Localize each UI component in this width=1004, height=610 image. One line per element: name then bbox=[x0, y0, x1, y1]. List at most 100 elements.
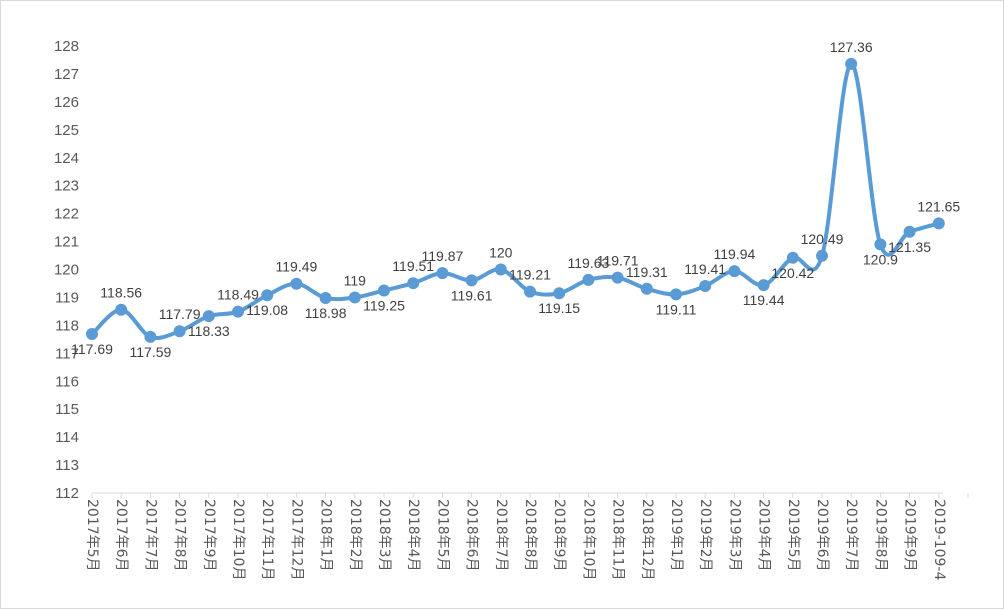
data-label: 119.41 bbox=[684, 261, 726, 277]
data-point bbox=[553, 287, 566, 300]
x-tick-label: 2019年1月 bbox=[668, 499, 684, 572]
y-tick-label: 127 bbox=[54, 66, 79, 83]
x-tick-label: 2018年11月 bbox=[610, 499, 626, 580]
x-tick-label: 2018年3月 bbox=[376, 499, 392, 572]
y-tick-label: 123 bbox=[54, 178, 79, 195]
y-tick-label: 124 bbox=[54, 150, 79, 167]
series-layer bbox=[86, 57, 945, 343]
data-point bbox=[348, 291, 361, 304]
data-label: 119.87 bbox=[422, 248, 464, 264]
x-tick-labels: 2017年5月 2017年6月 2017年7月 2017年8月 2017年9月 2017年… bbox=[84, 499, 947, 580]
y-tick-label: 116 bbox=[55, 373, 79, 390]
data-label: 120.42 bbox=[771, 265, 814, 281]
data-point bbox=[640, 282, 653, 295]
data-label: 127.36 bbox=[830, 39, 873, 55]
data-point bbox=[261, 289, 274, 302]
data-point bbox=[144, 330, 157, 343]
x-tick-label: 2017年12月 bbox=[288, 499, 304, 580]
x-tick-label: 2018年10月 bbox=[580, 499, 596, 580]
data-point bbox=[407, 277, 420, 290]
x-tick-label: 2018年7月 bbox=[493, 499, 509, 572]
data-label: 118.98 bbox=[305, 305, 347, 321]
x-tick-label: 2019年9月 bbox=[902, 499, 918, 572]
data-point bbox=[728, 265, 741, 278]
x-tick-label: 2017年6月 bbox=[113, 499, 129, 572]
x-tick-label: 2018年2月 bbox=[347, 499, 363, 572]
y-tick-label: 118 bbox=[55, 317, 79, 334]
data-label: 119.08 bbox=[246, 302, 288, 318]
data-point bbox=[378, 284, 390, 297]
y-tick-label: 112 bbox=[55, 485, 79, 502]
y-tick-label: 119 bbox=[55, 289, 79, 306]
data-label: 121.35 bbox=[888, 239, 931, 255]
x-tick-label: 2017年10月 bbox=[230, 499, 246, 580]
data-label: 117.79 bbox=[159, 306, 201, 322]
data-point bbox=[436, 267, 449, 280]
x-tick-label: 2019年8月 bbox=[872, 499, 888, 572]
x-tick-label: 2019年7月 bbox=[843, 499, 859, 572]
data-point bbox=[115, 303, 128, 316]
data-label: 119.71 bbox=[597, 253, 639, 269]
data-label: 119.25 bbox=[363, 297, 405, 313]
data-label: 119.49 bbox=[276, 259, 318, 275]
data-point bbox=[670, 288, 682, 301]
data-label: 121.65 bbox=[917, 198, 960, 214]
data-point bbox=[524, 285, 536, 298]
data-label: 119.63 bbox=[568, 255, 610, 271]
x-tick-label: 2018年12月 bbox=[639, 499, 655, 580]
data-point bbox=[232, 305, 244, 318]
data-label: 119.51 bbox=[392, 258, 434, 274]
data-label: 119 bbox=[344, 272, 367, 288]
data-label: 118.49 bbox=[217, 287, 259, 303]
data-label: 118.33 bbox=[188, 323, 230, 339]
x-tick-label: 2018年5月 bbox=[434, 499, 450, 572]
data-point bbox=[903, 225, 916, 238]
y-tick-label: 122 bbox=[54, 206, 79, 223]
x-tick-label: 2017年7月 bbox=[142, 499, 158, 572]
y-tick-label: 113 bbox=[55, 457, 79, 474]
data-point bbox=[86, 328, 98, 341]
x-tick-label: 2017年5月 bbox=[84, 499, 100, 572]
data-label: 117.69 bbox=[71, 341, 113, 357]
y-tick-label: 126 bbox=[54, 94, 79, 111]
data-label: 119.61 bbox=[451, 287, 493, 303]
y-tick-label: 114 bbox=[55, 429, 79, 446]
x-tick-label: 2019年3月 bbox=[726, 499, 742, 572]
data-point bbox=[173, 325, 186, 338]
x-tick-label: 2018年8月 bbox=[522, 499, 538, 572]
data-label: 120 bbox=[489, 245, 513, 261]
data-point bbox=[319, 291, 332, 304]
data-point bbox=[202, 310, 215, 323]
data-label: 119.11 bbox=[656, 301, 697, 317]
y-tick-label: 115 bbox=[55, 401, 79, 418]
data-point bbox=[757, 279, 770, 292]
x-tick-label: 2018年9月 bbox=[551, 499, 567, 572]
data-point bbox=[845, 57, 858, 70]
data-label: 118.56 bbox=[100, 285, 142, 301]
x-tick-label: 2019年5月 bbox=[785, 499, 801, 572]
y-tick-labels: 112 113 114 115 116 117 118 119 120 121 122 123 124 1… bbox=[54, 38, 79, 502]
data-point bbox=[582, 273, 595, 286]
x-tick-label: 2017年11月 bbox=[259, 499, 275, 580]
x-tick-label: 2018年1月 bbox=[318, 499, 334, 572]
y-tick-label: 117 bbox=[55, 345, 79, 362]
data-point bbox=[494, 263, 507, 276]
data-point bbox=[465, 274, 478, 287]
y-tick-label: 121 bbox=[54, 234, 79, 251]
data-point bbox=[699, 279, 712, 292]
data-point bbox=[786, 251, 799, 264]
data-label: 119.21 bbox=[509, 267, 551, 283]
x-tick-label: 2017年9月 bbox=[201, 499, 217, 572]
x-tick-label: 2018年4月 bbox=[405, 499, 421, 572]
data-label: 120.9 bbox=[863, 251, 898, 267]
data-label: 119.15 bbox=[538, 300, 580, 316]
data-labels: 117.69118.56117.59117.79118.33118.49119.… bbox=[71, 39, 960, 360]
data-point bbox=[932, 217, 945, 230]
x-tick-label: 2019年2月 bbox=[697, 499, 713, 572]
data-point bbox=[290, 277, 303, 290]
y-tick-label: 125 bbox=[54, 122, 79, 139]
x-tick-label: 2019年4月 bbox=[756, 499, 772, 572]
y-tick-label: 120 bbox=[54, 262, 79, 279]
